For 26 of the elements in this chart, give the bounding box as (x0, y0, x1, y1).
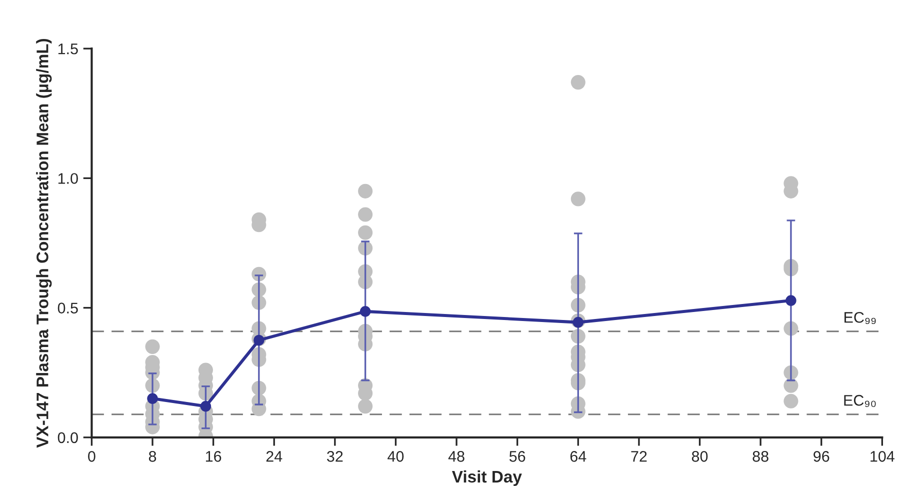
ref-line-label: EC₉₀ (844, 394, 876, 407)
x-tick-label: 96 (814, 451, 830, 462)
x-tick-label: 72 (631, 451, 647, 462)
point (147, 393, 158, 404)
x-tick-label: 40 (388, 451, 404, 462)
point (200, 400, 212, 412)
point (786, 295, 796, 306)
x-tick-label: 56 (509, 451, 526, 462)
x-tick-label: 88 (752, 451, 768, 462)
point (360, 306, 371, 317)
ref-line-label: EC₉₉ (844, 312, 876, 324)
x-tick-label: 16 (206, 451, 222, 462)
x-axis-title: Visit Day (452, 470, 522, 486)
x-tick-label: 80 (692, 451, 708, 462)
y-tick-label: 0.0 (58, 432, 78, 444)
x-tick-label: 8 (148, 451, 156, 462)
y-tick-label: 1.0 (58, 173, 78, 184)
y-axis-title: VX-147 Plasma Trough Concentration Mean (µg/mL) (36, 38, 52, 448)
y-tick-label: 1.5 (58, 44, 78, 54)
x-tick-label: 24 (266, 451, 282, 462)
x-tick-label: 48 (448, 451, 464, 462)
x-tick-label: 64 (570, 451, 586, 462)
x-tick-label: 32 (327, 451, 343, 462)
x-tick-label: 104 (870, 451, 894, 462)
y-tick-label: 0.5 (58, 302, 78, 314)
x-tick-label: 0 (88, 451, 96, 462)
